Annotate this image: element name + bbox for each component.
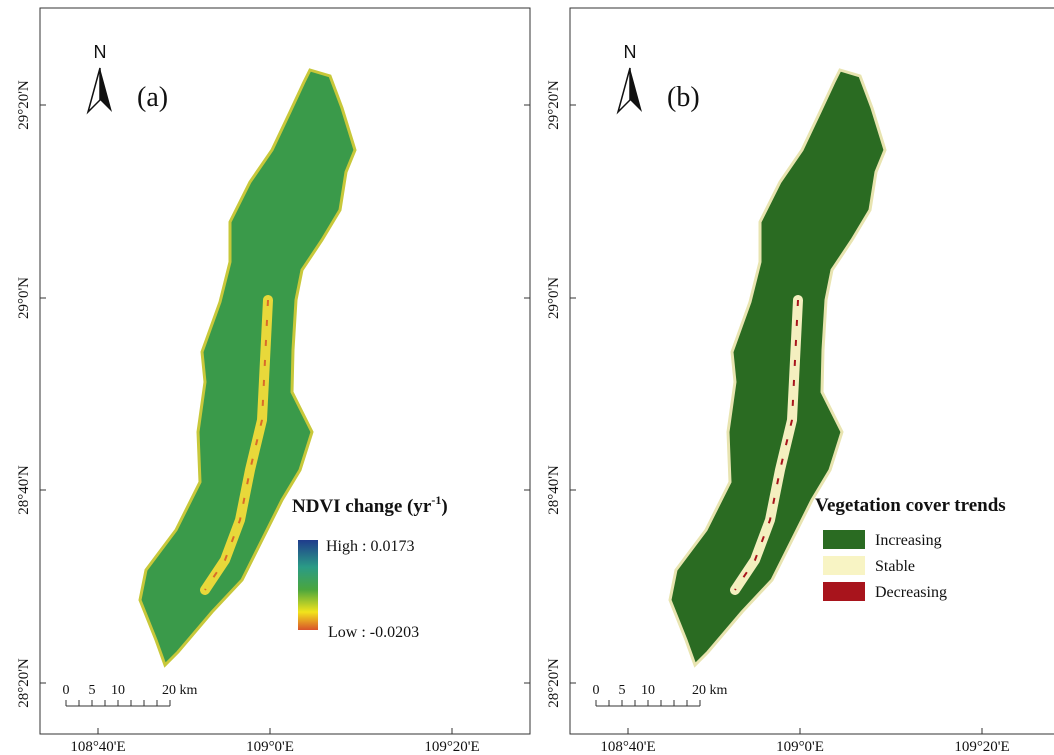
map-frame — [569, 7, 1054, 735]
north-label: N — [94, 42, 107, 62]
study-area — [668, 68, 887, 668]
scale-label: 20 km — [692, 683, 728, 698]
scale-label: 0 — [63, 683, 70, 698]
lon-label: 109°0'E — [246, 739, 294, 755]
study-area — [138, 68, 357, 668]
scale-label: 0 — [593, 683, 600, 698]
lat-label: 29°0'N — [16, 277, 32, 319]
scale-label: 10 — [111, 683, 125, 698]
scale-label: 20 km — [162, 683, 198, 698]
river-line — [204, 299, 269, 591]
legend-gradient — [298, 540, 318, 630]
legend-label: Stable — [875, 558, 915, 575]
legend-swatch — [823, 530, 865, 549]
lat-label: 29°20'N — [546, 80, 562, 130]
north-arrow — [100, 68, 112, 112]
scale-label: 5 — [89, 683, 96, 698]
lat-label: 29°20'N — [16, 80, 32, 130]
legend-label: Increasing — [875, 532, 942, 549]
legend-swatch — [823, 582, 865, 601]
legend-title-text: NDVI change (yr — [292, 496, 432, 517]
lon-label: 108°40'E — [600, 739, 655, 755]
river-line — [734, 299, 799, 591]
north-label: N — [624, 42, 637, 62]
lon-label: 108°40'E — [70, 739, 125, 755]
panel-label: (a) — [137, 82, 168, 113]
lat-label: 29°0'N — [546, 277, 562, 319]
legend-title: Vegetation cover trends — [815, 495, 1006, 516]
map-panel: N (b) 29°20'N 29°0'N 28°40'N 28°20'N 108°40'E 1… — [546, 7, 1054, 755]
legend-title-sup: -1 — [431, 493, 441, 507]
legend-title: NDVI change (yr-1) — [292, 493, 448, 517]
map-panel: N (a) 29°20'N 29°0'N 28°40'N 28°20'N 108°40'E 1… — [16, 7, 531, 755]
north-arrow — [630, 68, 642, 112]
legend-high: High : 0.0173 — [326, 538, 414, 555]
lon-label: 109°0'E — [776, 739, 824, 755]
lat-label: 28°40'N — [16, 465, 32, 515]
lat-label: 28°40'N — [546, 465, 562, 515]
scale-label: 10 — [641, 683, 655, 698]
lat-label: 28°20'N — [546, 658, 562, 708]
lon-label: 109°20'E — [424, 739, 479, 755]
north-arrow — [86, 67, 101, 115]
lat-label: 28°20'N — [16, 658, 32, 708]
north-arrow — [616, 67, 631, 115]
scale-label: 5 — [619, 683, 626, 698]
legend-swatch — [823, 556, 865, 575]
legend-label: Decreasing — [875, 584, 947, 601]
map-frame — [39, 7, 531, 735]
legend-title-end: ) — [441, 496, 447, 517]
lon-label: 109°20'E — [954, 739, 1009, 755]
legend-low: Low : -0.0203 — [328, 624, 419, 641]
panel-label: (b) — [667, 82, 700, 113]
